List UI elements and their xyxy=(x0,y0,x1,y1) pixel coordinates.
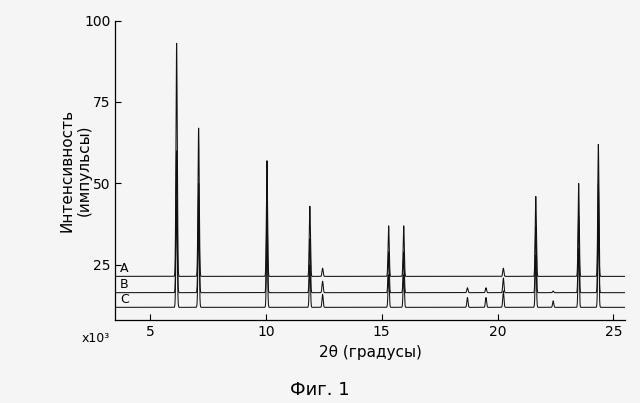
Y-axis label: Интенсивность
(импульсы): Интенсивность (импульсы) xyxy=(60,109,92,232)
Text: A: A xyxy=(120,262,129,275)
Text: C: C xyxy=(120,293,129,306)
X-axis label: 2θ (градусы): 2θ (градусы) xyxy=(319,345,422,360)
Text: B: B xyxy=(120,278,129,291)
Text: Фиг. 1: Фиг. 1 xyxy=(290,381,350,399)
Text: x10³: x10³ xyxy=(82,332,110,345)
